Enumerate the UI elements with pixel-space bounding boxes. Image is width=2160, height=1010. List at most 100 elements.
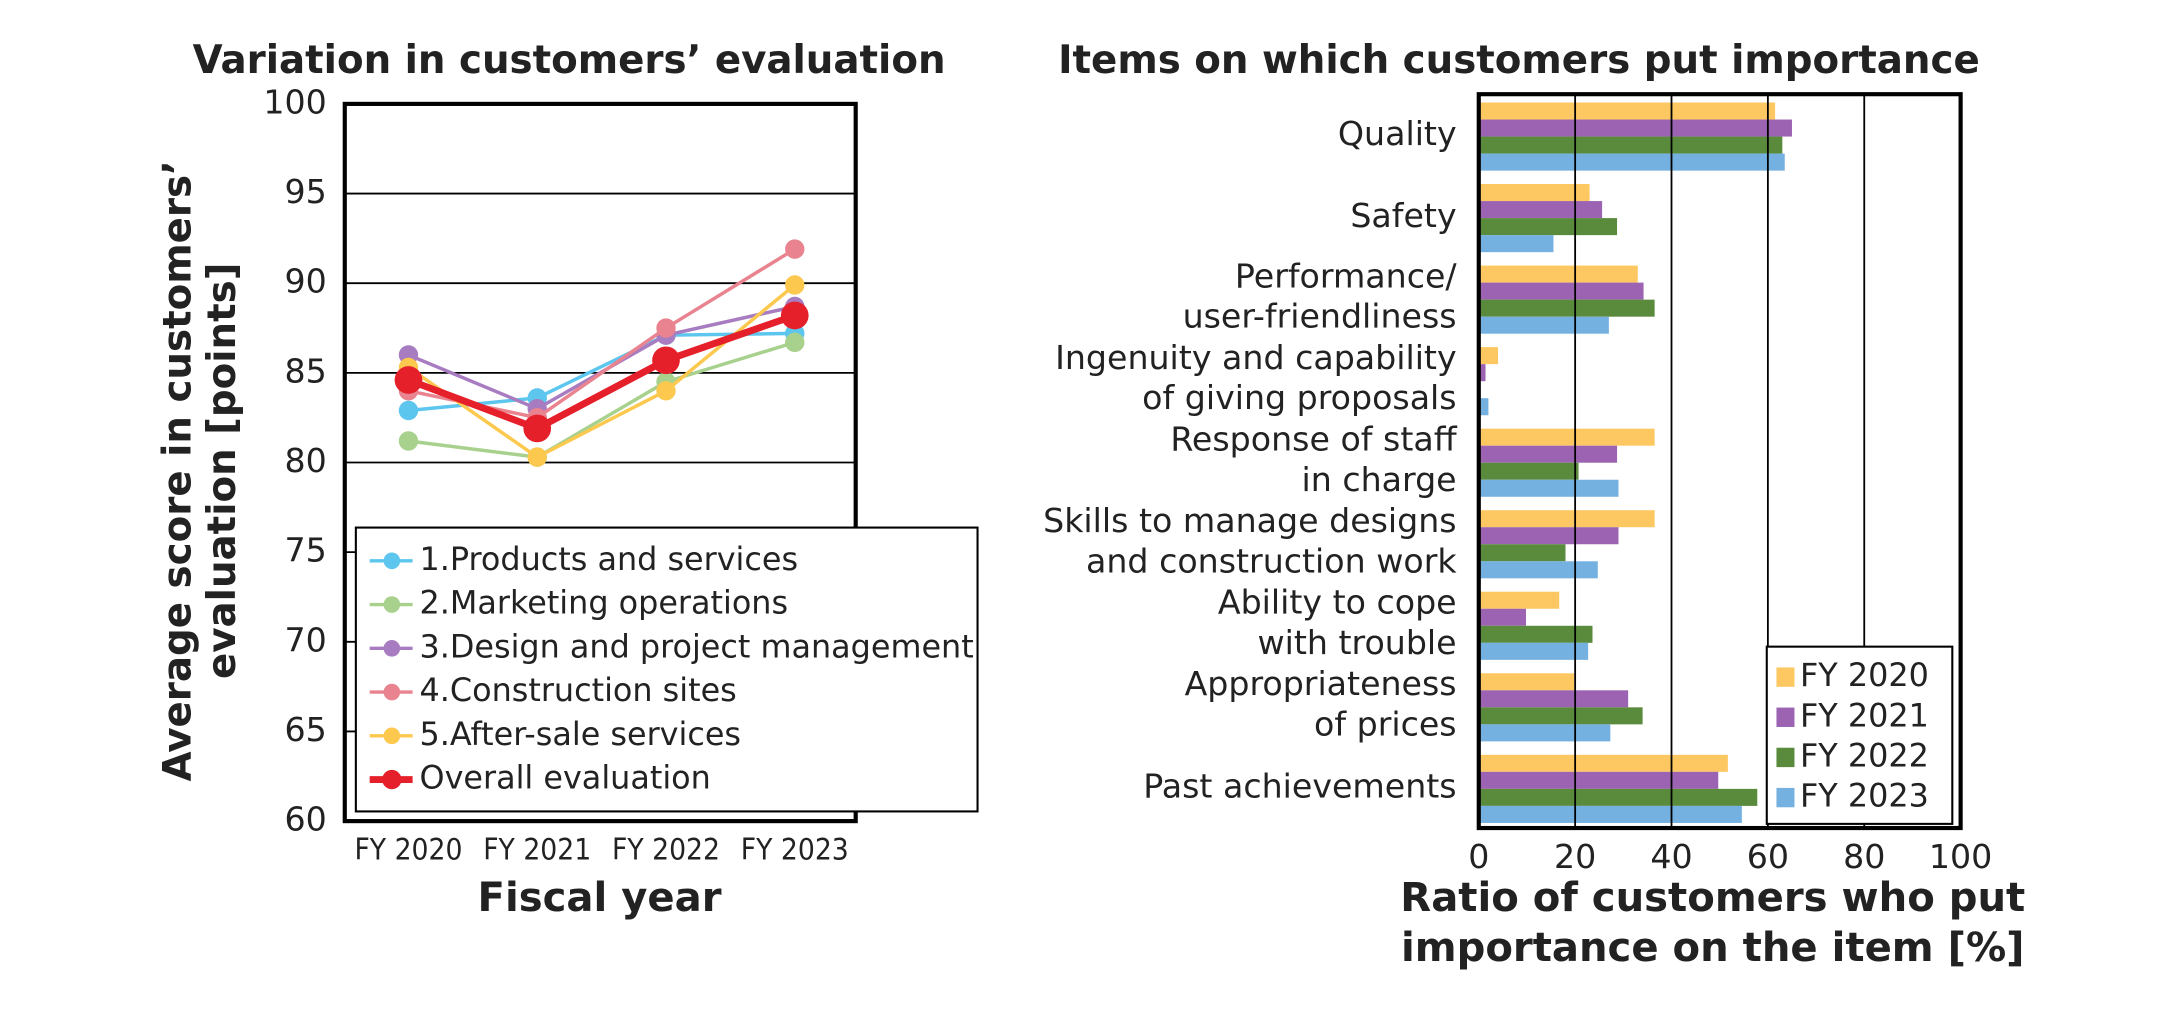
legend-label: FY 2022 xyxy=(1800,736,1929,774)
y-tick-label: Performance/ xyxy=(1235,257,1458,296)
x-tick-label: FY 2021 xyxy=(483,833,591,867)
legend-label: FY 2020 xyxy=(1800,656,1929,694)
data-point xyxy=(785,332,805,353)
legend-label: FY 2023 xyxy=(1800,777,1929,815)
y-tick-label: Appropriateness xyxy=(1185,664,1457,703)
bar xyxy=(1478,462,1579,480)
y-tick-label: Safety xyxy=(1350,196,1456,235)
y-tick-label: in charge xyxy=(1301,460,1456,499)
bar xyxy=(1478,690,1629,708)
legend-label: 2.Marketing operations xyxy=(420,584,789,622)
x-tick-label: 0 xyxy=(1468,837,1489,876)
data-point xyxy=(652,346,680,375)
bar xyxy=(1478,316,1609,334)
legend-label: FY 2021 xyxy=(1800,696,1929,734)
bar xyxy=(1478,428,1655,446)
bar xyxy=(1478,364,1486,382)
x-tick-label: 20 xyxy=(1554,837,1596,876)
series-line xyxy=(407,312,796,433)
data-point xyxy=(785,275,805,295)
data-point xyxy=(656,381,676,401)
bar xyxy=(1478,642,1589,660)
x-tick-label: FY 2022 xyxy=(612,833,720,867)
bar xyxy=(1478,771,1719,789)
legend-label: 3.Design and project management xyxy=(420,627,974,665)
legend-swatch xyxy=(1776,667,1795,687)
y-tick-label: Response of staff xyxy=(1170,420,1457,459)
x-axis-title: Fiscal year xyxy=(478,875,722,921)
legend-label: 5.After-sale services xyxy=(420,715,741,753)
y-tick-label: 60 xyxy=(284,800,326,839)
y-tick-label: 75 xyxy=(284,531,326,570)
data-point xyxy=(394,366,423,394)
bar xyxy=(1478,235,1554,253)
bar xyxy=(1478,102,1776,120)
bar xyxy=(1478,218,1618,236)
y-axis-title: evaluation [points] xyxy=(200,263,245,679)
bar xyxy=(1478,445,1618,463)
legend-label: 1.Products and services xyxy=(420,540,799,578)
bar xyxy=(1478,265,1638,283)
legend-marker xyxy=(383,727,401,745)
chart-title: Variation in customers’ evaluation xyxy=(193,38,946,83)
bar xyxy=(1478,153,1785,171)
legend-box xyxy=(1765,645,1954,825)
plot-frame xyxy=(342,101,858,824)
y-tick-label: Ingenuity and capability xyxy=(1055,338,1457,377)
x-tick-label: FY 2023 xyxy=(741,833,849,867)
data-point xyxy=(398,431,419,451)
y-tick-label: 70 xyxy=(284,620,326,659)
data-point xyxy=(780,301,809,330)
bar xyxy=(1478,707,1643,725)
bar xyxy=(1478,805,1742,823)
bar xyxy=(1478,299,1655,317)
bar xyxy=(1478,282,1644,300)
legend-marker xyxy=(383,596,401,613)
legend-swatch xyxy=(1776,707,1795,727)
data-point xyxy=(785,239,805,259)
legend-marker xyxy=(383,640,401,657)
bar xyxy=(1478,544,1566,562)
y-tick-label: of giving proposals xyxy=(1142,378,1456,417)
legend-swatch xyxy=(1776,787,1795,808)
y-tick-label: 65 xyxy=(284,710,326,749)
data-point xyxy=(527,447,547,467)
legend-swatch xyxy=(1776,747,1795,768)
x-axis-title: importance on the item [%] xyxy=(1401,925,2025,971)
legend-marker xyxy=(383,683,401,701)
y-tick-label: Skills to manage designs xyxy=(1043,501,1456,540)
chart-title: Items on which customers put importance xyxy=(1058,38,1980,83)
y-tick-label: 95 xyxy=(284,172,326,211)
y-tick-label: 85 xyxy=(284,351,326,390)
bar xyxy=(1478,561,1598,579)
legend-marker xyxy=(383,552,401,570)
bar xyxy=(1478,510,1655,528)
bar xyxy=(1478,608,1526,626)
bar xyxy=(1478,591,1560,609)
bar xyxy=(1478,201,1603,219)
y-tick-label: 90 xyxy=(284,262,326,301)
bar xyxy=(1478,788,1758,806)
bar xyxy=(1478,527,1619,545)
x-tick-label: 100 xyxy=(1929,837,1992,876)
data-point xyxy=(523,414,552,443)
y-tick-label: Past achievements xyxy=(1143,767,1456,806)
legend-marker xyxy=(382,769,402,790)
bar xyxy=(1478,347,1499,365)
x-tick-label: 80 xyxy=(1843,837,1885,876)
series-line xyxy=(408,340,796,459)
y-tick-label: and construction work xyxy=(1086,541,1457,580)
y-axis-title: Average score in customers’ xyxy=(156,160,201,781)
bar xyxy=(1478,625,1593,643)
x-tick-label: FY 2020 xyxy=(354,833,462,867)
bar xyxy=(1478,136,1783,154)
bar xyxy=(1478,119,1792,137)
x-tick-label: 60 xyxy=(1747,837,1789,876)
plot-frame xyxy=(1476,92,1963,831)
x-axis-title: Ratio of customers who put xyxy=(1400,875,2025,921)
legend-box xyxy=(354,526,979,813)
bar xyxy=(1478,724,1611,742)
y-tick-label: user-friendliness xyxy=(1183,297,1457,336)
